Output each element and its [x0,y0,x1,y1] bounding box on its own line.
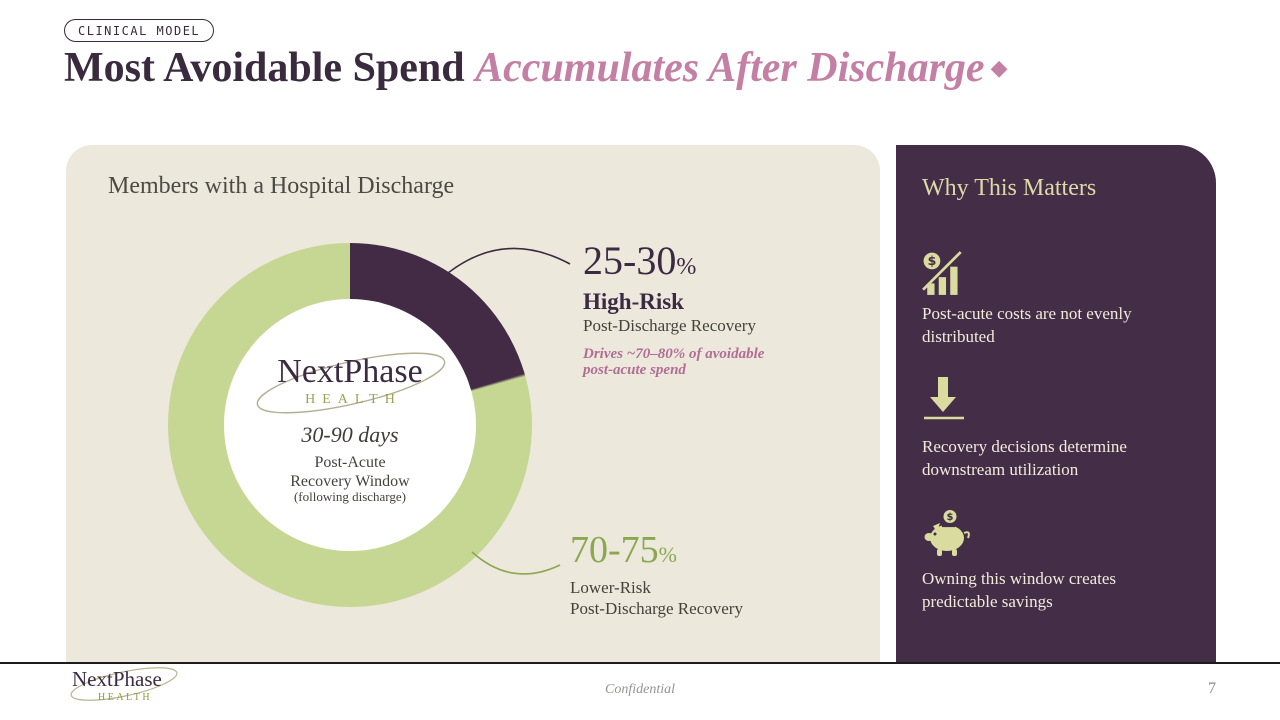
title-plain: Most Avoidable Spend [64,45,476,91]
high-risk-connector-line [447,247,571,274]
chart-card-heading: Members with a Hospital Discharge [108,173,455,199]
high-risk-sublabel: Post-Discharge Recovery [583,316,756,335]
recovery-window-days: 30-90 days [301,422,399,447]
clinical-model-badge: CLINICAL MODEL [64,19,215,42]
high-risk-label: High-Risk [583,289,684,314]
panel-item-2-text: Recovery decisions determine downstream … [922,437,1127,479]
center-line2: Recovery Window [290,473,410,490]
donut-center: NextPhase HEALTH 30-90 days Post-Acute R… [224,299,476,551]
confidential-label: Confidential [605,682,675,697]
diamond-icon: ◆ [990,56,1008,81]
svg-text:$: $ [947,512,954,523]
panel-item-1-text: Post-acute costs are not evenly distribu… [922,304,1132,346]
footer-logo-name: NextPhase [72,667,162,691]
center-line3: (following discharge) [293,489,407,504]
lower-risk-value: 70-75% [570,529,677,571]
piggy-bank-icon: $ [924,510,970,556]
badge-label: CLINICAL MODEL [78,24,201,38]
panel-heading: Why This Matters [922,175,1097,201]
footer-logo-sub: HEALTH [98,692,153,703]
down-arrow-icon [924,377,964,420]
center-line1: Post-Acute [314,454,386,471]
high-risk-callout: 25-30% High-Risk Post-Discharge Recovery… [583,241,764,379]
lower-risk-connector-line [471,551,561,575]
page-number: 7 [1208,680,1216,697]
svg-text:$: $ [928,253,937,268]
lower-risk-label: Lower-Risk Post-Discharge Recovery [570,578,743,619]
high-risk-note: Drives ~70–80% of avoidable post-acute s… [583,345,765,379]
title-accent: Accumulates After Discharge [475,45,985,91]
callout-connectors [447,247,571,575]
page-title: Most Avoidable Spend Accumulates After D… [64,44,1008,92]
dollar-bars-icon: $ [922,251,962,295]
footer-divider [0,662,1280,664]
center-logo-sub: HEALTH [305,392,402,407]
high-risk-value: 25-30% [583,238,697,283]
chart-card: Members with a Hospital Discharge NextPh… [66,145,880,663]
why-this-matters-panel: Why This Matters $ Post-acute costs are … [896,145,1216,663]
lower-risk-callout: 70-75% Lower-Risk Post-Discharge Recover… [570,531,743,620]
center-logo-name: NextPhase [277,353,423,390]
panel-item-3-text: Owning this window creates predictable s… [922,569,1117,611]
